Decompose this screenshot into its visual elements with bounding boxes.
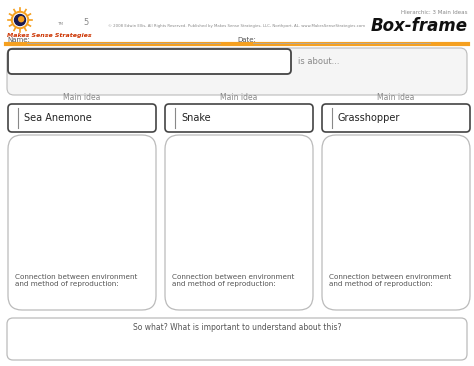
FancyBboxPatch shape <box>8 49 291 74</box>
FancyBboxPatch shape <box>322 104 470 132</box>
Text: Grasshopper: Grasshopper <box>338 113 401 123</box>
Text: Name:: Name: <box>7 37 30 43</box>
Text: Connection between environment
and method of reproduction:: Connection between environment and metho… <box>329 274 451 287</box>
Text: Date:: Date: <box>237 37 256 43</box>
Text: is about...: is about... <box>298 57 339 67</box>
Circle shape <box>18 17 24 22</box>
Text: Connection between environment
and method of reproduction:: Connection between environment and metho… <box>15 274 137 287</box>
Circle shape <box>13 14 27 26</box>
Text: Makes Sense Strategies: Makes Sense Strategies <box>7 33 91 38</box>
FancyBboxPatch shape <box>7 48 467 95</box>
FancyBboxPatch shape <box>322 135 470 310</box>
FancyBboxPatch shape <box>8 135 156 310</box>
Text: Hierarchic: 3 Main Ideas: Hierarchic: 3 Main Ideas <box>401 10 468 15</box>
Text: Snake: Snake <box>181 113 210 123</box>
Text: TM: TM <box>57 22 63 26</box>
Circle shape <box>11 11 28 29</box>
Text: Main idea: Main idea <box>377 93 415 102</box>
FancyBboxPatch shape <box>165 135 313 310</box>
FancyBboxPatch shape <box>8 104 156 132</box>
Text: 5: 5 <box>83 18 88 27</box>
Text: So what? What is important to understand about this?: So what? What is important to understand… <box>133 323 341 332</box>
FancyBboxPatch shape <box>165 104 313 132</box>
Text: Main idea: Main idea <box>220 93 258 102</box>
Circle shape <box>15 15 26 26</box>
Text: Connection between environment
and method of reproduction:: Connection between environment and metho… <box>172 274 294 287</box>
Text: Sea Anemone: Sea Anemone <box>24 113 92 123</box>
Text: Main idea: Main idea <box>64 93 100 102</box>
Text: Box-frame: Box-frame <box>371 17 468 35</box>
FancyBboxPatch shape <box>7 318 467 360</box>
Text: © 2008 Edwin Ellis, All Rights Reserved. Published by Makes Sense Strategies, LL: © 2008 Edwin Ellis, All Rights Reserved.… <box>109 24 365 28</box>
